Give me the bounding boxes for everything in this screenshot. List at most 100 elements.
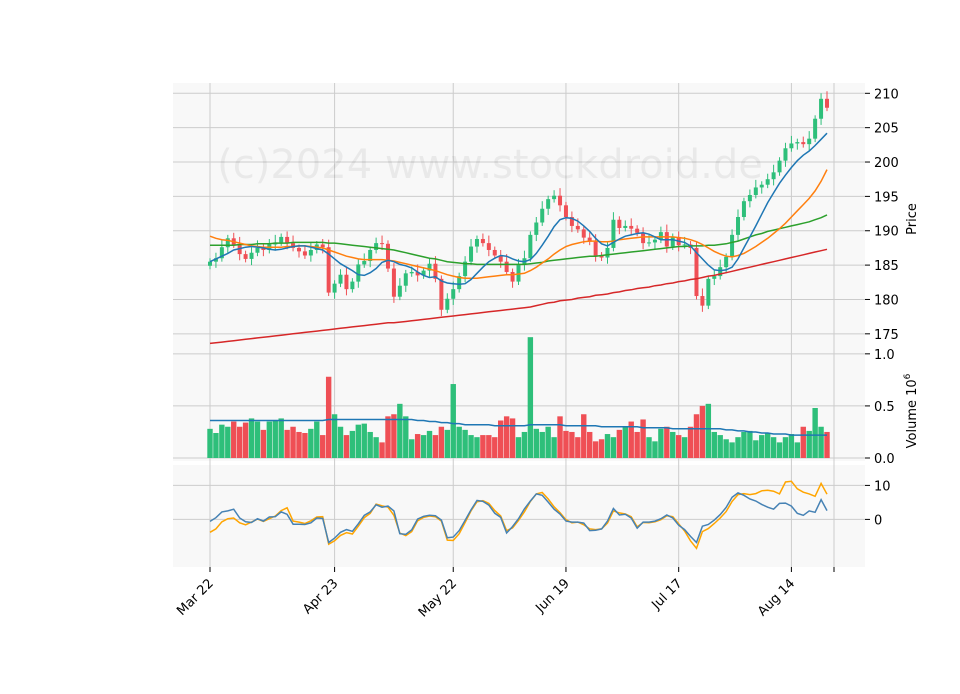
volume-bar (314, 421, 320, 458)
candle-body (409, 271, 414, 274)
volume-y-tick-label: 0.0 (874, 452, 895, 467)
candle-body (647, 242, 652, 244)
candle-body (427, 263, 432, 271)
volume-bar (604, 434, 611, 458)
moving-average-slow-line (210, 214, 828, 266)
candle-body (320, 244, 325, 248)
volume-bar (670, 431, 676, 458)
volume-bar (219, 424, 225, 458)
candle-body (225, 238, 230, 248)
candle-body (747, 195, 752, 202)
candle-body (635, 228, 640, 233)
candle-body (534, 222, 539, 235)
volume-bar (432, 435, 439, 458)
volume-bar (498, 420, 504, 458)
candle-body (658, 232, 663, 240)
volume-bar (711, 431, 717, 458)
volume-bar (503, 416, 510, 458)
candle-body (474, 238, 479, 247)
volume-bar (367, 431, 373, 458)
volume-bar (385, 416, 391, 458)
volume-bar (468, 435, 474, 458)
candle-body (261, 247, 266, 250)
candle-body (563, 205, 568, 217)
candle-body (765, 179, 770, 185)
volume-bar (800, 426, 806, 458)
volume-bar (818, 426, 824, 458)
x-tick-label: Jul 17 (648, 576, 685, 613)
candle-body (445, 298, 450, 310)
candle-body (741, 201, 746, 217)
candle-body (469, 246, 474, 262)
candle-body (771, 172, 776, 180)
volume-bar (658, 428, 664, 458)
volume-bar (586, 431, 593, 458)
volume-bar (592, 441, 599, 458)
volume-bar (551, 437, 557, 458)
volume-bar (705, 403, 712, 458)
candle-body (552, 195, 557, 200)
price-y-tick-label: 210 (874, 87, 899, 102)
volume-bar (557, 416, 563, 458)
candle-body (795, 142, 800, 144)
volume-bar (759, 435, 765, 458)
volume-bar (225, 426, 231, 458)
volume-bar (764, 433, 771, 458)
volume-bar (747, 430, 753, 458)
price-y-tick-label: 185 (874, 259, 899, 274)
candle-body (700, 296, 705, 306)
candle-body (296, 247, 301, 252)
volume-bar (652, 441, 658, 458)
candle-body (415, 271, 420, 276)
candle-body (362, 260, 367, 265)
candle-body (326, 247, 331, 293)
volume-bar (397, 403, 403, 458)
volume-bar (391, 414, 397, 458)
candle-body (219, 247, 224, 259)
volume-bar (717, 435, 723, 458)
volume-bar (414, 434, 421, 458)
volume-bar (634, 431, 640, 458)
candle-body (540, 208, 545, 223)
volume-bar (664, 426, 670, 458)
volume-bar (337, 426, 344, 458)
volume-bar (735, 437, 741, 458)
volume-bar (616, 429, 623, 458)
candle-body (308, 249, 313, 256)
volume-bar (753, 440, 759, 458)
candle-body (724, 256, 729, 268)
candle-body (652, 239, 657, 243)
volume-bar (331, 414, 338, 458)
volume-bar (610, 437, 617, 458)
candle-body (391, 268, 396, 297)
candle-body (587, 237, 592, 242)
volume-bar (622, 426, 628, 458)
volume-bar (278, 418, 284, 458)
candle-body (421, 270, 426, 276)
candle-body (575, 225, 580, 230)
candle-body (528, 234, 533, 259)
volume-bar (409, 439, 415, 458)
volume-bar (770, 437, 777, 458)
candle-body (516, 264, 521, 282)
candle-body (403, 273, 408, 286)
x-tick-label: Mar 22 (174, 576, 217, 619)
price-panel-background (173, 83, 865, 351)
candle-body (480, 238, 485, 244)
candle-body (439, 278, 444, 310)
volume-bar (598, 439, 605, 458)
candle-body (825, 98, 829, 108)
volume-bar (379, 442, 385, 458)
volume-bar (581, 414, 587, 458)
candle-body (593, 241, 598, 256)
candle-body (350, 281, 355, 290)
candle-body (819, 98, 824, 119)
candle-body (629, 225, 634, 229)
candle-body (208, 261, 212, 266)
volume-bar (545, 426, 551, 458)
candle-body (291, 243, 296, 248)
candle-body (457, 276, 462, 290)
volume-bar (349, 430, 356, 458)
volume-bar (403, 416, 409, 458)
candle-body (397, 285, 402, 297)
